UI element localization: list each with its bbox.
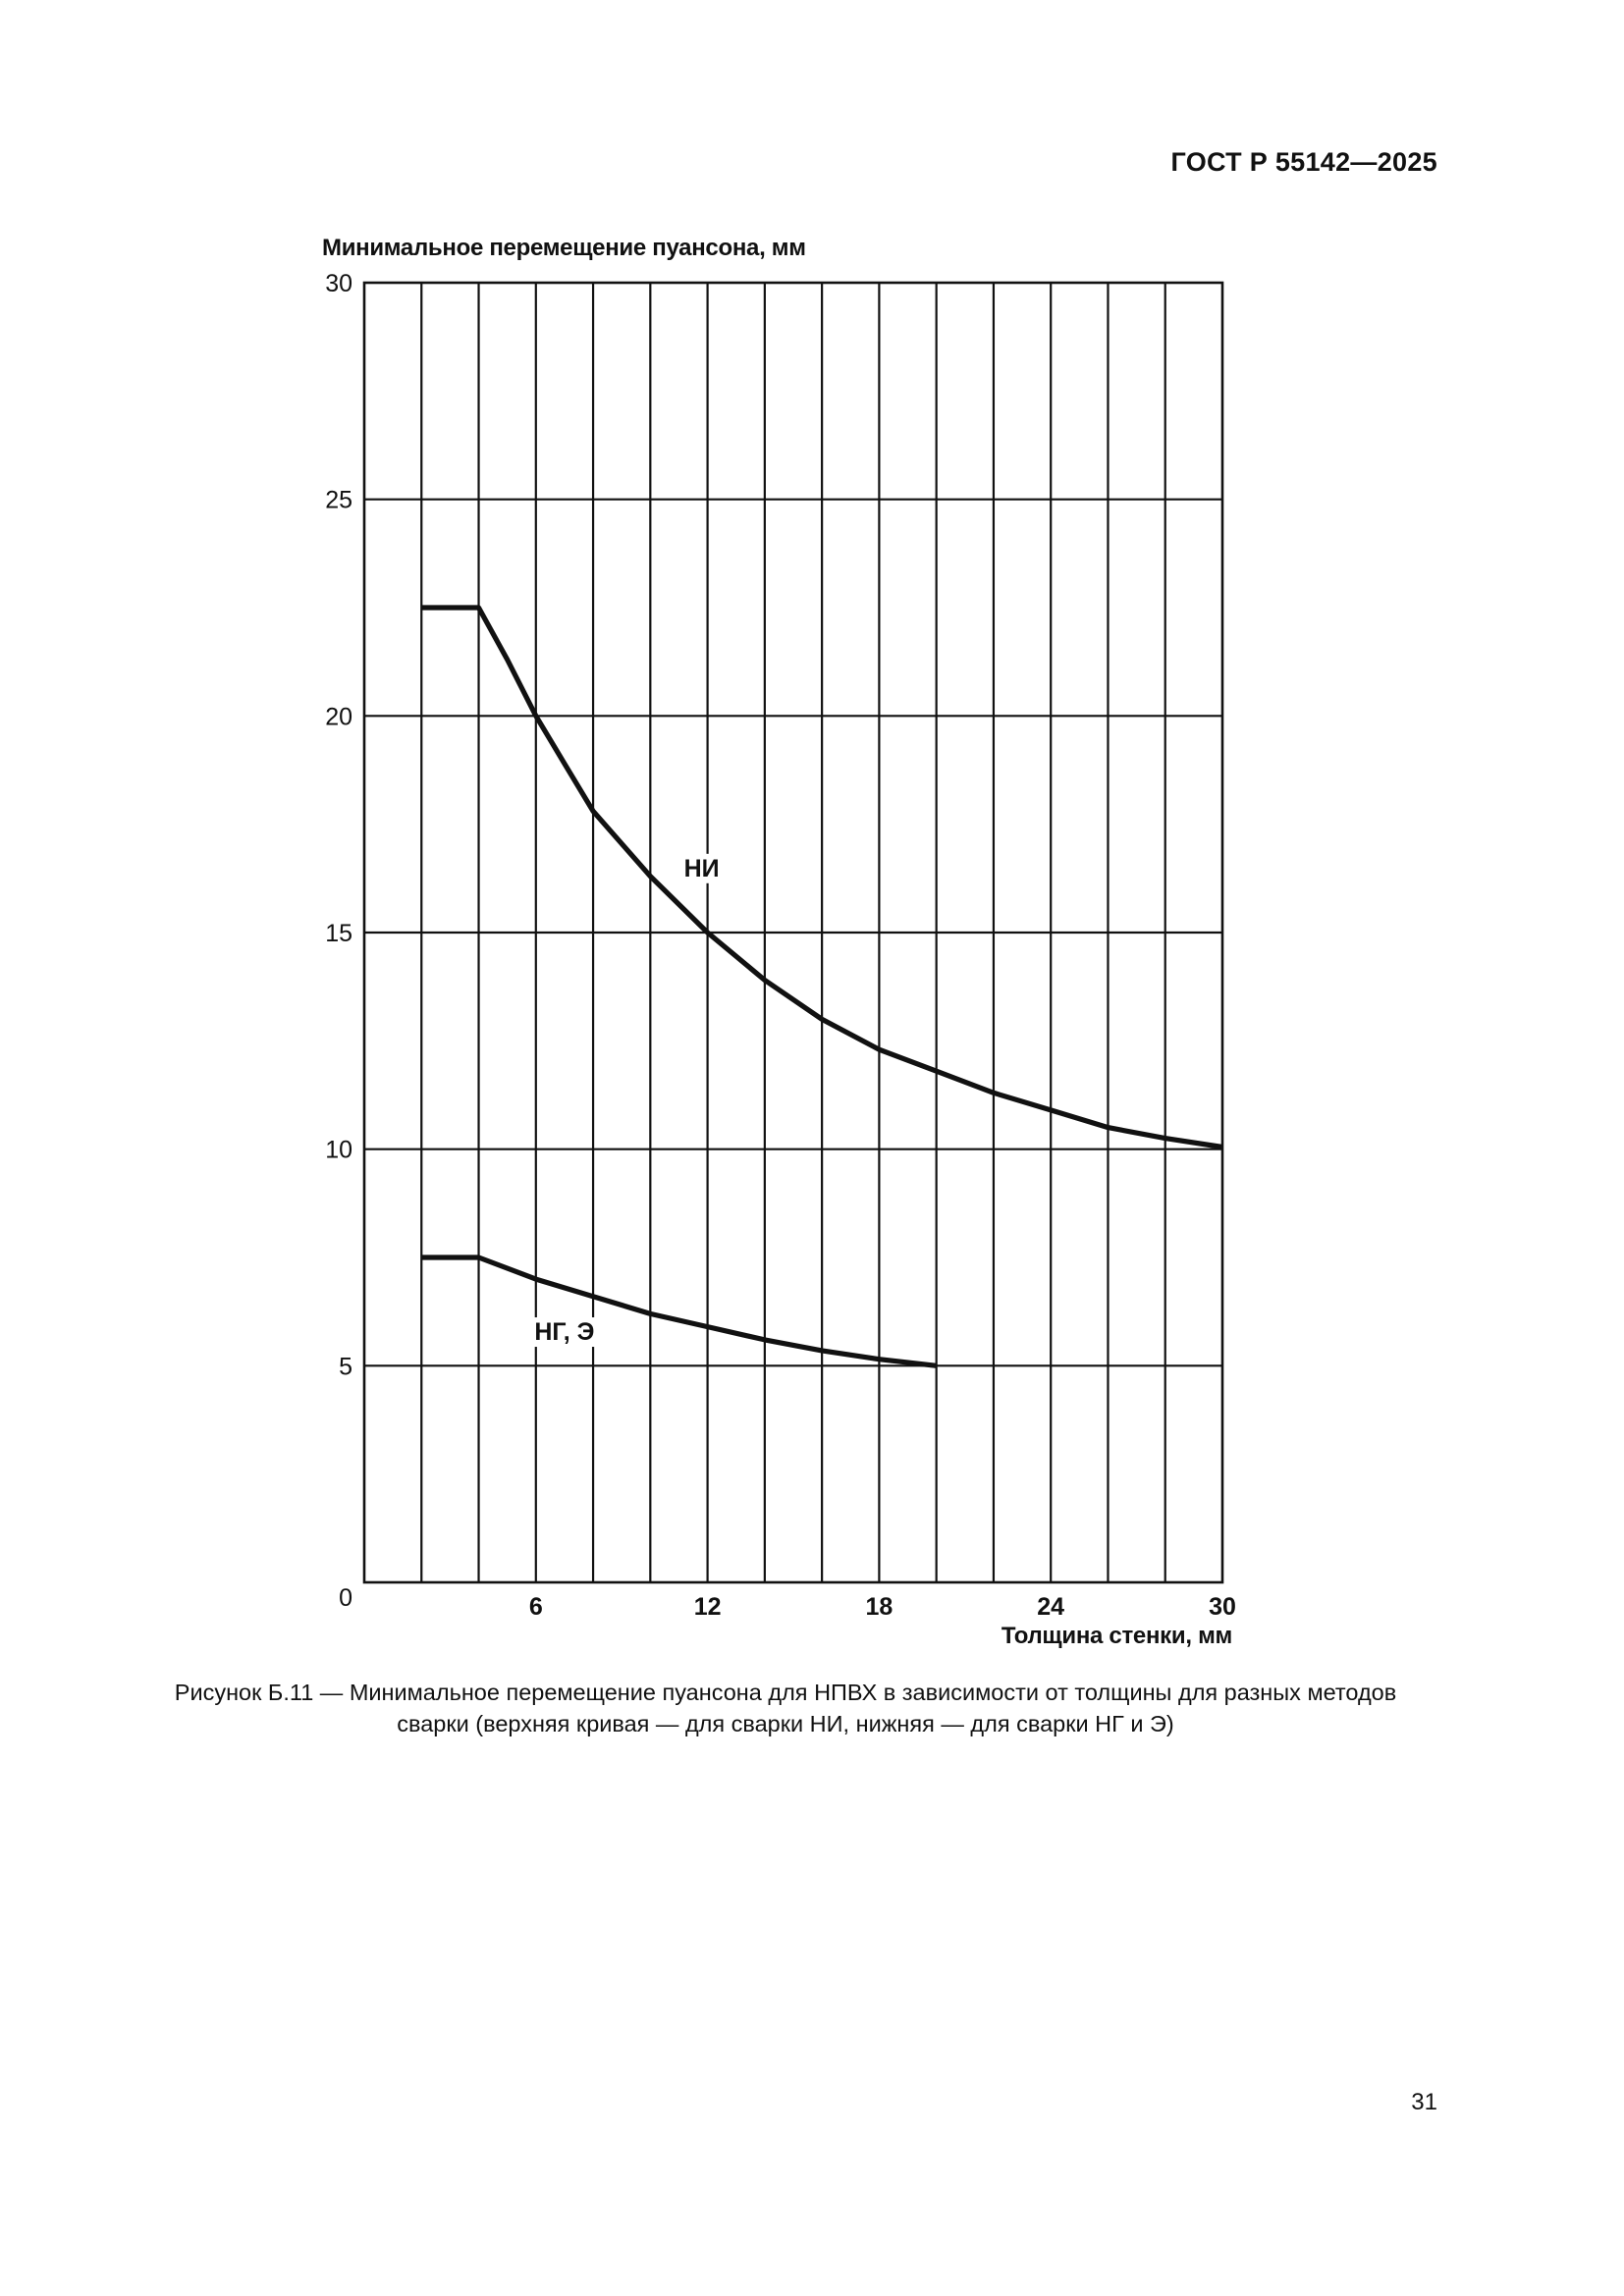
y-tick-label: 30 (325, 270, 352, 297)
grid-layer (364, 283, 1222, 1582)
x-tick-label: 12 (694, 1593, 722, 1621)
x-origin-label: 0 (339, 1584, 352, 1612)
series-label-ni-bg (681, 853, 726, 883)
x-tick-label: 6 (529, 1593, 543, 1621)
series-line-0 (421, 605, 1223, 1150)
plot-frame (362, 281, 1224, 1584)
figure-caption: Рисунок Б.11 — Минимальное перемещение п… (118, 1677, 1453, 1739)
chart-figure: 5 10 15 20 25 30 0 6 12 18 24 30 Минимальное перемещ… (322, 235, 1236, 1649)
series-label-ng-e-bg (524, 1317, 604, 1348)
caption-line-1: Рисунок Б.11 — Минимальное перемещение п… (174, 1680, 1397, 1705)
y-axis-title: Минимальное перемещение пуансона, мм (322, 235, 806, 261)
series-label-ng-e: НГ, Э (534, 1318, 594, 1346)
y-tick-label: 20 (325, 703, 352, 730)
x-tick-label: 30 (1209, 1593, 1236, 1621)
x-tick-label: 24 (1037, 1593, 1064, 1621)
y-tick-label: 15 (325, 920, 352, 947)
label-layer: 5 10 15 20 25 30 0 6 12 18 24 30 Минимальное перемещ… (322, 235, 1236, 1649)
x-tick-label: 18 (865, 1593, 893, 1621)
chart-svg: 5 10 15 20 25 30 0 6 12 18 24 30 Минимальное перемещ… (322, 235, 1236, 1649)
caption-line-2: сварки (верхняя кривая — для сварки НИ, … (397, 1711, 1174, 1736)
y-tick-label: 25 (325, 487, 352, 514)
page-number: 31 (1411, 2089, 1437, 2115)
series-label-ni: НИ (684, 855, 720, 882)
x-axis-title: Толщина стенки, мм (1001, 1623, 1232, 1649)
y-tick-label: 10 (325, 1137, 352, 1164)
series-layer (421, 605, 1223, 1368)
y-tick-label: 5 (339, 1353, 352, 1380)
axis-layer (362, 281, 1224, 1584)
document-header: ГОСТ Р 55142—2025 (1170, 147, 1437, 177)
series-line-1 (421, 1255, 937, 1368)
